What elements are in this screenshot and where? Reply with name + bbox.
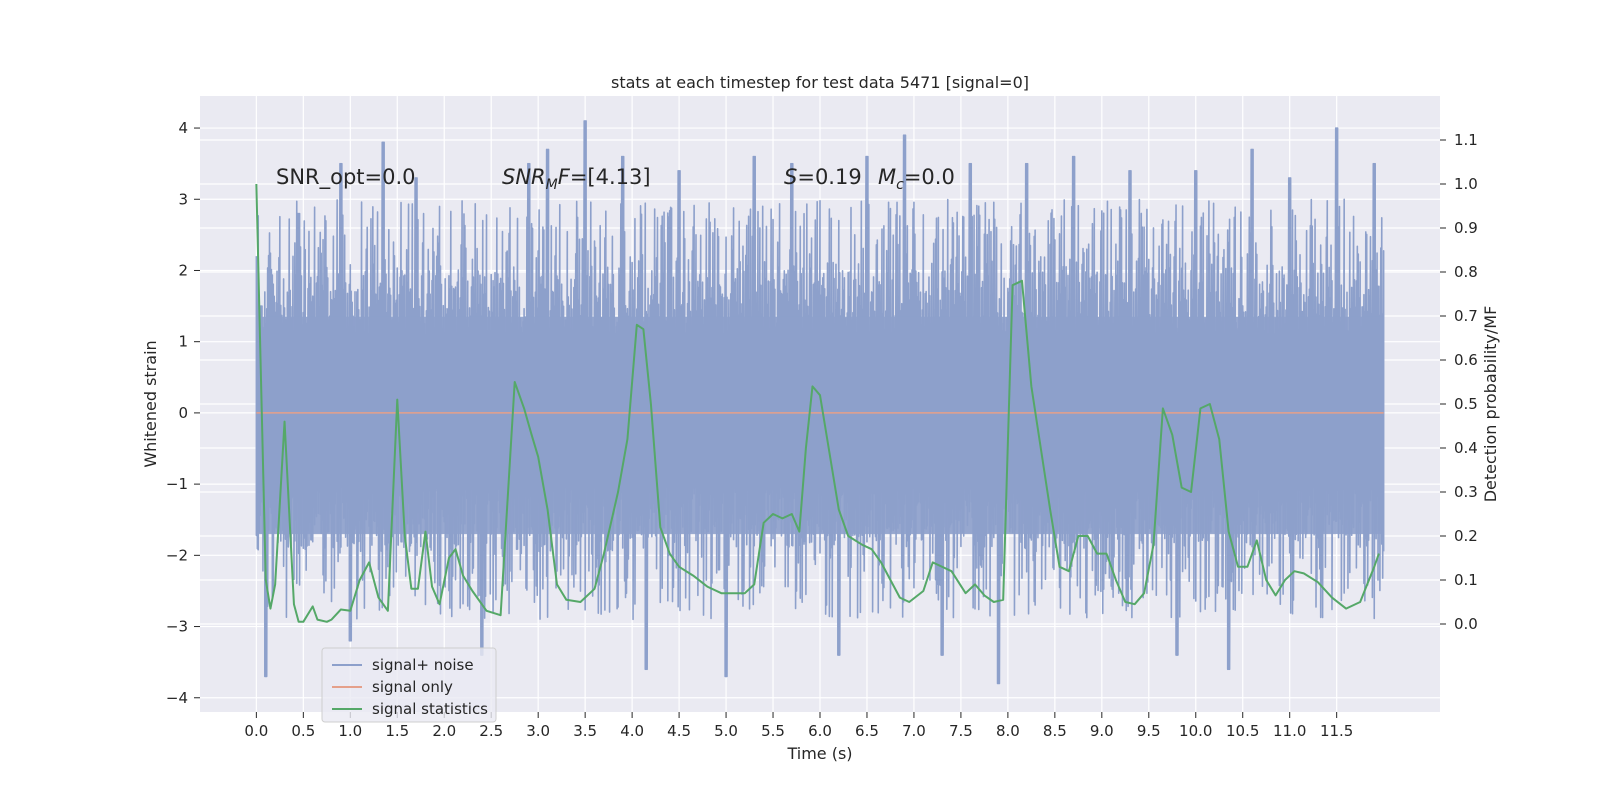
y-right-tick-label: 1.1 xyxy=(1454,131,1478,149)
y-axis-ticks: −4 −3 −2 −1 0 1 2 3 4 xyxy=(166,119,200,707)
annotation-mc: Mc=0.0 xyxy=(878,165,955,193)
x-tick-label: 10.5 xyxy=(1226,722,1259,740)
x-tick-label: 1.0 xyxy=(338,722,362,740)
y-tick-label: 3 xyxy=(178,190,188,208)
chart-title: stats at each timestep for test data 547… xyxy=(611,73,1029,92)
legend-label: signal statistics xyxy=(372,700,488,718)
y-right-tick-label: 0.1 xyxy=(1454,571,1478,589)
signal-plus-noise-core xyxy=(256,316,1384,534)
y-tick-label: 0 xyxy=(178,404,188,422)
x-axis-ticks: 0.0 0.5 1.0 1.5 2.0 2.5 3.0 3.5 4.0 4.5 5.0 5.5 6.0 6… xyxy=(244,712,1353,740)
legend: signal+ noise signal only signal statistic… xyxy=(321,647,497,723)
x-tick-label: 4.5 xyxy=(667,722,691,740)
y-right-tick-label: 0.2 xyxy=(1454,527,1478,545)
x-tick-label: 3.0 xyxy=(526,722,550,740)
signal-statistics-series xyxy=(255,183,1380,623)
x-tick-label: 10.0 xyxy=(1179,722,1212,740)
legend-label: signal+ noise xyxy=(372,656,474,674)
x-axis-label: Time (s) xyxy=(786,744,852,763)
y-tick-label: 2 xyxy=(178,261,188,279)
y-right-axis-ticks: 0.0 0.1 0.2 0.3 0.4 0.5 0.6 0.7 0.8 0.9 1.0 1.1 xyxy=(1440,131,1478,633)
y-right-tick-label: 0.3 xyxy=(1454,483,1478,501)
x-tick-label: 1.5 xyxy=(385,722,409,740)
y-right-tick-label: 1.0 xyxy=(1454,175,1478,193)
y-tick-label: −1 xyxy=(166,475,188,493)
y-tick-label: 4 xyxy=(178,119,188,137)
y-tick-label: −4 xyxy=(166,689,188,707)
y-axis-label: Whitened strain xyxy=(141,340,160,467)
y-tick-label: −3 xyxy=(166,618,188,636)
y-right-tick-label: 0.9 xyxy=(1454,219,1478,237)
y-tick-label: −2 xyxy=(166,546,188,564)
x-tick-label: 5.0 xyxy=(714,722,738,740)
y-right-axis-label: Detection probability/MF xyxy=(1481,306,1500,503)
y-right-tick-label: 0.6 xyxy=(1454,351,1478,369)
legend-box xyxy=(321,647,497,723)
y-right-tick-label: 0.5 xyxy=(1454,395,1478,413)
x-tick-label: 2.0 xyxy=(432,722,456,740)
annotations: SNR_opt=0.0 SNRMF=[4.13] S=0.19 Mc=0.0 xyxy=(276,165,955,193)
x-tick-label: 9.0 xyxy=(1090,722,1114,740)
x-tick-label: 3.5 xyxy=(573,722,597,740)
x-tick-label: 2.5 xyxy=(479,722,503,740)
y-tick-label: 1 xyxy=(178,333,188,351)
annotation-snr-mf: SNRMF=[4.13] xyxy=(502,165,651,193)
x-tick-label: 9.5 xyxy=(1137,722,1161,740)
legend-label: signal only xyxy=(372,678,453,696)
x-tick-label: 0.0 xyxy=(244,722,268,740)
x-tick-label: 6.5 xyxy=(855,722,879,740)
x-tick-label: 6.0 xyxy=(808,722,832,740)
y-right-tick-label: 0.0 xyxy=(1454,615,1478,633)
y-right-tick-label: 0.4 xyxy=(1454,439,1478,457)
x-tick-label: 7.5 xyxy=(949,722,973,740)
x-tick-label: 7.0 xyxy=(902,722,926,740)
y-right-tick-label: 0.8 xyxy=(1454,263,1478,281)
x-tick-label: 4.0 xyxy=(620,722,644,740)
annotation-s: S=0.19 xyxy=(784,165,862,189)
x-tick-label: 0.5 xyxy=(291,722,315,740)
signal-plus-noise-series xyxy=(255,120,1385,685)
x-tick-label: 11.5 xyxy=(1320,722,1353,740)
x-tick-label: 11.0 xyxy=(1273,722,1306,740)
x-tick-label: 8.0 xyxy=(996,722,1020,740)
x-tick-label: 8.5 xyxy=(1043,722,1067,740)
annotation-snr-opt: SNR_opt=0.0 xyxy=(276,165,416,190)
x-tick-label: 5.5 xyxy=(761,722,785,740)
signal-statistics-line xyxy=(255,183,1380,623)
y-right-tick-label: 0.7 xyxy=(1454,307,1478,325)
